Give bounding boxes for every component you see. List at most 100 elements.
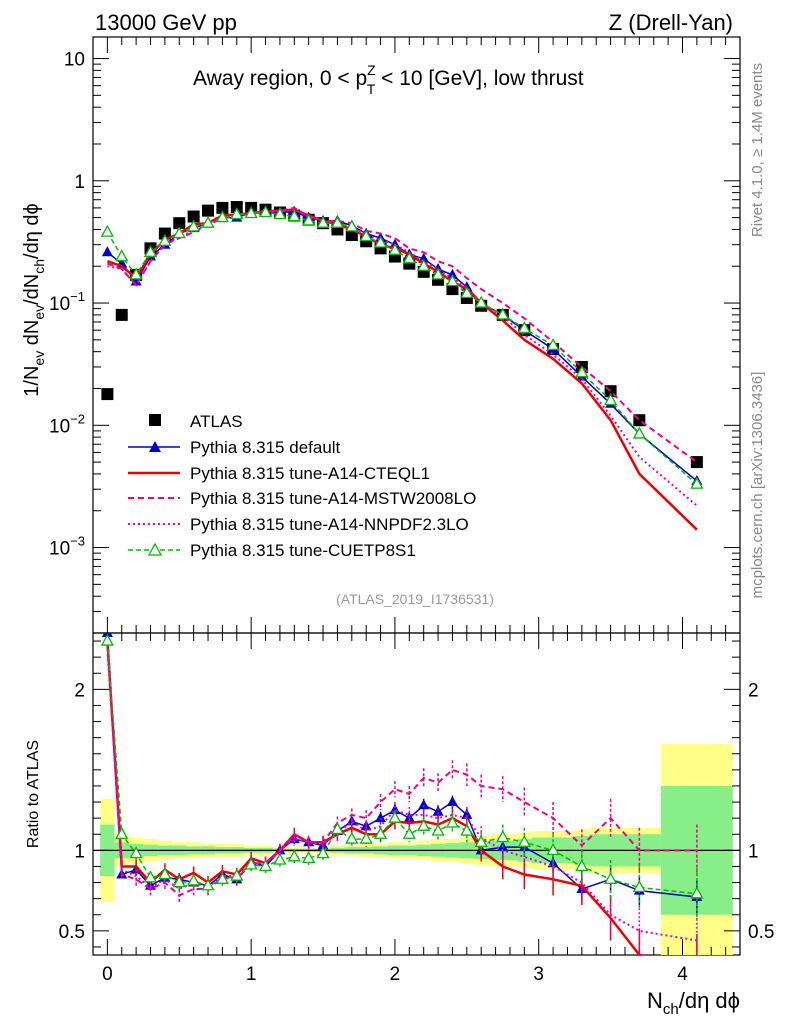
mstw-series-line: [107, 206, 698, 463]
cuetp8s1-ratio-point: [359, 831, 373, 844]
cuetp8s1-ratio-point: [690, 886, 704, 899]
atlas-data-point: [173, 217, 186, 230]
legend-marker-cuetp8s1: [147, 542, 163, 556]
ratio-x-tick-label: 1: [246, 964, 257, 985]
default-data-point: [446, 268, 458, 279]
cuetp8s1-ratio-point: [258, 859, 273, 872]
cuetp8s1-data-point: [129, 267, 143, 280]
cuetp8s1-data-point: [431, 267, 445, 280]
atlas-data-point: [202, 204, 215, 217]
ratio-y-tick-label-right: 1: [748, 841, 759, 862]
atlas-data-point: [187, 210, 200, 223]
cuetp8s1-data-point: [460, 286, 474, 299]
legend-marker-default: [149, 441, 161, 452]
cuetp8s1-data-point: [273, 207, 287, 220]
cuetp8s1-data-point: [474, 295, 488, 308]
legend-marker-atlas: [149, 414, 161, 426]
main-y-tick-label: 10−3: [49, 534, 85, 560]
default-ratio-point: [446, 796, 458, 807]
main-panel: 10 1 10−1 10−2 10−3 Away region, 0 < pZ T < 1…: [21, 36, 741, 634]
main-y-label: 1/Nev dNev/dNch/dη dϕ: [21, 203, 47, 396]
cuetp8s1-ratio-point: [302, 851, 316, 864]
main-y-tick-label: 10: [64, 50, 85, 71]
cuetp8s1-ratio-point: [373, 826, 388, 839]
cuetp8s1-ratio-point: [215, 871, 229, 884]
cuetp8s1-data-point: [187, 219, 201, 232]
default-ratio-point: [432, 805, 444, 816]
cuetp8s1-data-point: [143, 244, 158, 257]
ratio-y-label: Ratio to ATLAS: [25, 740, 42, 848]
ratio-x-tick-label: 0: [102, 964, 113, 985]
cuetp8s1-ratio-point: [575, 859, 589, 872]
cuetp8s1-ratio-point: [230, 868, 244, 881]
region-title: Away region, 0 < pZ T < 10 [GeV], low thr…: [193, 62, 584, 97]
ratio-ticks: 0.5 0.5 1 1 2 2 0 1 2 3 4: [59, 633, 774, 985]
cuetp8s1-data-point: [496, 307, 510, 320]
cteql1-ratio-line: [106, 641, 646, 955]
legend-entry-mstw: Pythia 8.315 tune-A14-MSTW2008LO: [128, 489, 476, 508]
ratio-y-tick-label: 0.5: [59, 922, 85, 943]
legend-label-default: Pythia 8.315 default: [190, 438, 341, 457]
default-ratio-point: [418, 799, 430, 810]
cuetp8s1-ratio-point: [460, 823, 474, 836]
rivet-label: Rivet 4.1.0, ≥ 1.4M events: [749, 63, 766, 237]
cuetp8s1-ratio-point: [431, 823, 445, 836]
legend-entry-atlas: ATLAS: [149, 412, 243, 431]
cuetp8s1-data-point: [632, 426, 646, 439]
default-ratio-point: [461, 808, 473, 819]
cuetp8s1-data-point: [517, 321, 531, 334]
cuetp8s1-data-point: [330, 215, 345, 228]
legend-entry-cteql1: Pythia 8.315 tune-A14-CTEQL1: [128, 464, 430, 483]
cuetp8s1-data-point: [287, 209, 301, 222]
default-ratio-point: [375, 812, 387, 823]
cuetp8s1-series-line: [106, 211, 698, 485]
legend-label-nnpdf: Pythia 8.315 tune-A14-NNPDF2.3LO: [190, 515, 469, 534]
ratio-y-tick-label: 2: [74, 680, 85, 701]
atlas-data-point: [101, 388, 114, 401]
ratio-bands: [93, 744, 740, 955]
cuetp8s1-data-point: [172, 226, 186, 239]
ratio-y-tick-label: 1: [74, 841, 85, 862]
cuetp8s1-ratio-point: [143, 870, 158, 883]
cuetp8s1-data-point: [244, 206, 258, 219]
cuetp8s1-data-point: [604, 392, 618, 405]
cuetp8s1-data-point: [359, 229, 373, 242]
cuetp8s1-ratio-point: [287, 849, 301, 862]
cuetp8s1-ratio-point: [201, 878, 215, 891]
legend-label-cteql1: Pythia 8.315 tune-A14-CTEQL1: [190, 464, 430, 483]
atlas-data-point: [115, 308, 128, 321]
default-data-point: [418, 252, 430, 263]
cuetp8s1-ratio-point: [517, 834, 531, 847]
cuetp8s1-ratio-point: [187, 873, 201, 886]
cuetp8s1-ratio-point: [100, 633, 114, 646]
cuetp8s1-ratio-point: [388, 810, 402, 823]
main-y-tick-label: 1: [74, 172, 85, 193]
main-y-tick-label: 10−1: [49, 289, 85, 315]
cuetp8s1-ratio-point: [604, 871, 618, 884]
default-data-point: [101, 246, 113, 257]
mstw-ratio-line: [106, 641, 697, 897]
ratio-series-group: [100, 633, 704, 955]
cuetp8s1-data-point: [690, 476, 704, 489]
default-ratio-line: [106, 633, 697, 898]
cuetp8s1-ratio-point: [330, 822, 345, 835]
main-y-tick-label: 10−2: [49, 411, 85, 437]
legend-label-mstw: Pythia 8.315 tune-A14-MSTW2008LO: [190, 489, 476, 508]
cuetp8s1-ratio-line: [106, 641, 697, 895]
ratio-y-tick-label-right: 2: [748, 680, 759, 701]
legend-entry-nnpdf: Pythia 8.315 tune-A14-NNPDF2.3LO: [128, 515, 469, 534]
cuetp8s1-ratio-point: [115, 826, 129, 839]
cuetp8s1-ratio-point: [129, 846, 143, 859]
ratio-panel: 0.5 0.5 1 1 2 2 0 1 2 3 4 Ratio to ATLAS Nch/dη dϕ: [25, 632, 774, 1018]
cuetp8s1-ratio-point: [172, 875, 186, 888]
cuetp8s1-data-point: [373, 235, 388, 248]
cuetp8s1-data-point: [302, 213, 316, 226]
cuetp8s1-ratio-point: [316, 846, 330, 859]
cuetp8s1-data-point: [402, 251, 416, 264]
mcplots-label: mcplots.cern.ch [arXiv:1306.3436]: [749, 372, 766, 599]
process-label: Z (Drell-Yan): [609, 10, 733, 35]
cuetp8s1-ratio-point: [402, 826, 416, 839]
cuetp8s1-ratio-point: [345, 831, 359, 844]
cuetp8s1-data-point: [417, 258, 431, 271]
